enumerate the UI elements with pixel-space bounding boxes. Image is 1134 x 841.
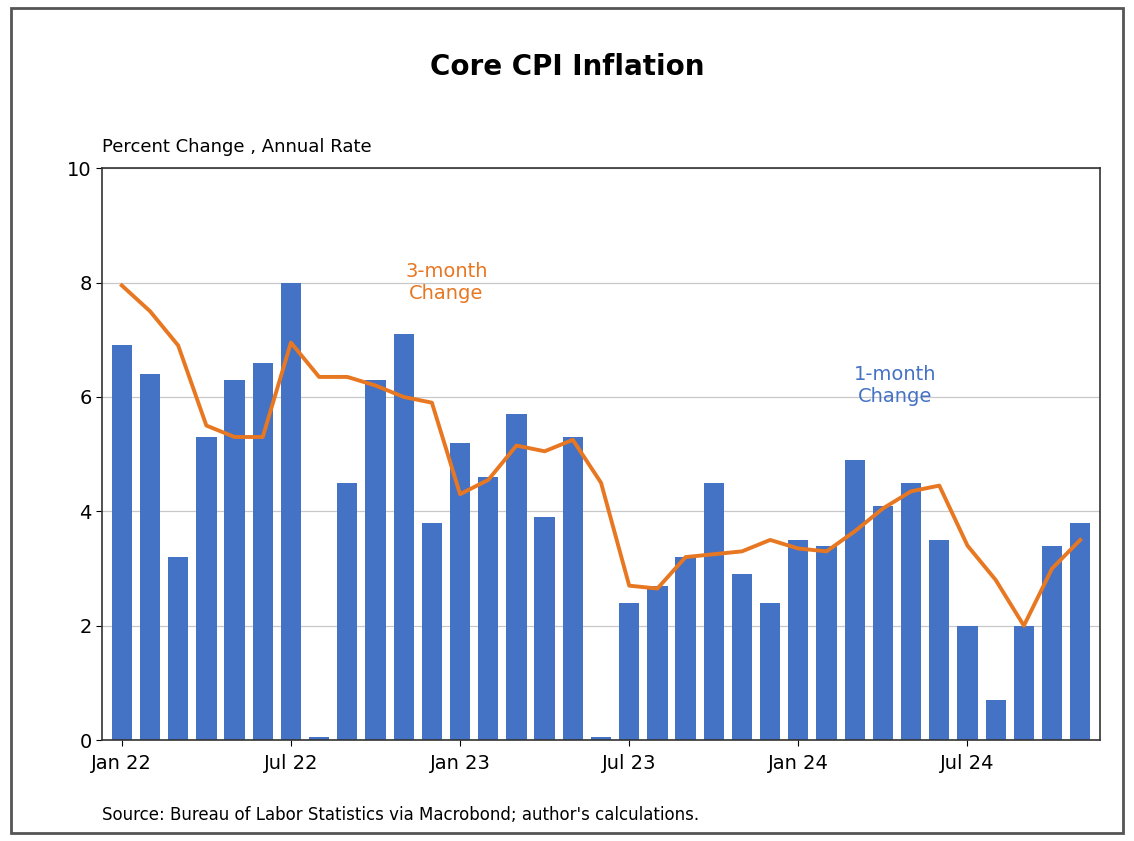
Bar [731,574,752,740]
Bar [648,585,668,740]
Bar [1014,626,1034,740]
Bar [816,546,837,740]
Bar [788,540,809,740]
Bar [225,380,245,740]
Bar [506,414,526,740]
Bar [676,557,696,740]
Bar [196,437,217,740]
Bar [450,442,471,740]
Text: 3-month
Change: 3-month Change [405,262,488,303]
Bar [619,603,640,740]
Bar [873,505,894,740]
Bar [281,283,302,740]
Text: 1-month
Change: 1-month Change [854,365,937,406]
Bar [139,374,160,740]
Bar [985,700,1006,740]
Bar [1070,523,1091,740]
Text: Core CPI Inflation: Core CPI Inflation [430,53,704,82]
Text: Percent Change , Annual Rate: Percent Change , Annual Rate [102,138,372,156]
Bar [479,477,499,740]
Bar [562,437,583,740]
Bar [393,334,414,740]
Bar [760,603,780,740]
Bar [957,626,978,740]
Text: Source: Bureau of Labor Statistics via Macrobond; author's calculations.: Source: Bureau of Labor Statistics via M… [102,806,700,824]
Bar [168,557,188,740]
Bar [929,540,949,740]
Bar [703,483,723,740]
Bar [534,517,555,740]
Bar [111,346,132,740]
Bar [337,483,357,740]
Bar [1042,546,1063,740]
Bar [845,460,865,740]
Bar [900,483,921,740]
Bar [365,380,386,740]
Bar [591,738,611,740]
Bar [422,523,442,740]
Bar [308,738,329,740]
Bar [253,362,273,740]
